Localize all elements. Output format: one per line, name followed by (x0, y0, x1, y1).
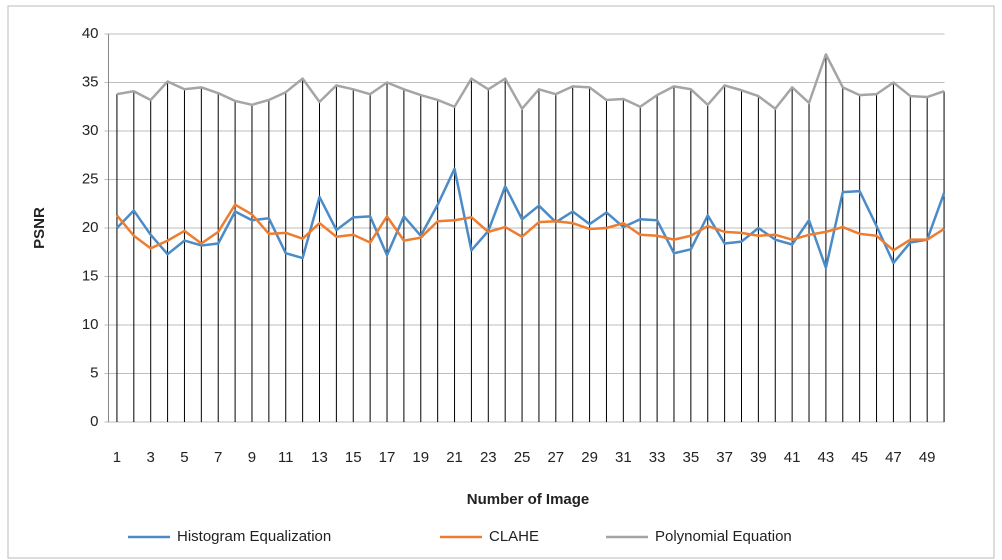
y-tick-label: 15 (82, 267, 99, 284)
y-tick-label: 40 (82, 25, 99, 42)
x-tick-label: 17 (379, 449, 396, 466)
x-tick-label: 23 (480, 449, 497, 466)
x-tick-label: 41 (784, 449, 801, 466)
x-tick-label: 27 (547, 449, 564, 466)
x-tick-label: 15 (345, 449, 362, 466)
x-tick-label: 29 (581, 449, 598, 466)
y-tick-label: 0 (90, 413, 98, 430)
series-line (116, 53, 945, 110)
x-tick-label: 9 (248, 449, 256, 466)
x-tick-label: 21 (446, 449, 463, 466)
x-tick-label: 3 (147, 449, 155, 466)
x-axis-label: Number of Image (467, 491, 590, 508)
x-tick-label: 43 (818, 449, 835, 466)
legend-label: Histogram Equalization (177, 528, 331, 545)
x-tick-label: 25 (514, 449, 531, 466)
x-tick-label: 1 (113, 449, 121, 466)
x-tick-label: 47 (885, 449, 902, 466)
legend-label: Polynomial Equation (655, 528, 792, 545)
chart-border (7, 5, 995, 559)
y-tick-label: 35 (82, 73, 99, 90)
x-tick-label: 49 (919, 449, 936, 466)
y-tick-label: 30 (82, 122, 99, 139)
x-tick-label: 19 (412, 449, 429, 466)
x-tick-label: 33 (649, 449, 666, 466)
x-tick-label: 13 (311, 449, 328, 466)
y-tick-label: 5 (90, 364, 98, 381)
y-tick-label: 25 (82, 170, 99, 187)
series-line (115, 203, 945, 252)
series-line (116, 167, 946, 270)
x-tick-label: 7 (214, 449, 222, 466)
x-tick-label: 37 (716, 449, 733, 466)
x-tick-label: 45 (851, 449, 868, 466)
legend-label: CLAHE (489, 528, 539, 545)
x-tick-label: 11 (278, 449, 294, 466)
x-tick-label: 35 (683, 449, 700, 466)
x-tick-label: 39 (750, 449, 767, 466)
x-tick-label: 31 (615, 449, 632, 466)
x-tick-label: 5 (180, 449, 188, 466)
y-tick-label: 20 (82, 219, 99, 236)
y-tick-label: 10 (82, 316, 99, 333)
y-axis-label: PSNR (31, 207, 48, 249)
